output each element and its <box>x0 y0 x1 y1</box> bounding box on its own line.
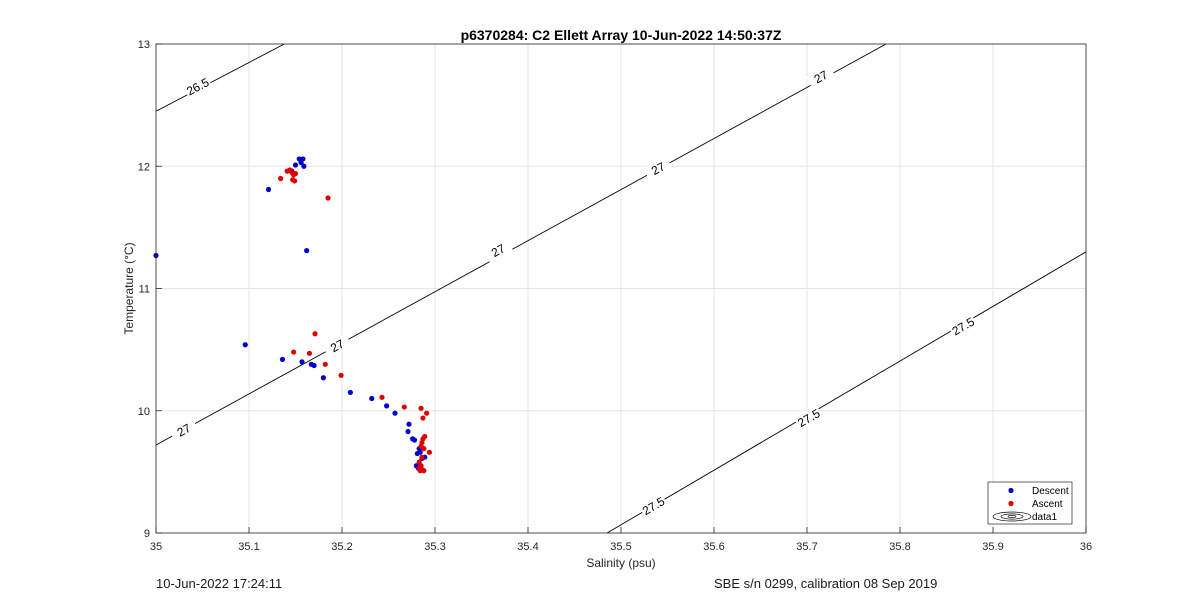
descent-point <box>392 410 398 416</box>
descent-point <box>347 389 353 396</box>
x-tick-label: 35.5 <box>610 541 631 553</box>
descent-point <box>242 342 248 348</box>
ascent-point <box>419 454 425 460</box>
x-tick-label: 35.8 <box>889 541 910 553</box>
x-tick-label: 35 <box>150 541 162 553</box>
y-axis: 9 10 11 12 13 <box>138 39 162 540</box>
x-axis-label: Salinity (psu) <box>586 556 655 570</box>
contour-label: 27 <box>175 421 194 440</box>
ascent-point <box>312 331 318 337</box>
x-tick-label: 35.4 <box>517 541 538 553</box>
legend-descent-label: Descent <box>1032 486 1069 497</box>
contour-label-bg <box>483 238 514 263</box>
y-tick-label: 9 <box>144 528 150 540</box>
descent-point <box>320 375 326 381</box>
descent-point <box>301 163 307 169</box>
descent-point <box>411 437 418 443</box>
x-tick-label: 35.2 <box>331 541 352 553</box>
ascent-point <box>426 449 433 455</box>
legend-ascent-marker <box>1008 500 1014 507</box>
x-tick-label: 35.9 <box>982 541 1003 553</box>
descent-point <box>265 186 272 193</box>
ascent-point <box>421 446 427 452</box>
descent-point <box>304 248 310 254</box>
contour-legend-icon <box>992 511 1032 522</box>
y-tick-label: 10 <box>138 406 150 418</box>
ascent-point <box>401 404 407 410</box>
descent-point <box>369 395 375 402</box>
contour-label-bg <box>169 417 199 443</box>
ascent-point <box>424 410 430 416</box>
ascent-point <box>418 405 424 411</box>
ascent-point <box>338 372 344 378</box>
contour-label: 27 <box>649 159 668 178</box>
descent-point <box>299 359 305 365</box>
y-axis-label: Temperature (°C) <box>122 242 136 334</box>
data-points <box>153 156 433 474</box>
x-tick-label: 35.3 <box>424 541 445 553</box>
legend: Descent Ascent data1 <box>987 481 1073 525</box>
legend-descent-marker <box>1008 487 1014 494</box>
y-tick-label: 12 <box>138 161 150 173</box>
ascent-point <box>278 175 284 182</box>
x-axis: 35 35.1 35.2 35.3 35.4 35.5 35.6 35.7 35.8 35.9 36 <box>150 527 1092 553</box>
descent-point <box>292 162 299 168</box>
contour-label: 27 <box>812 68 831 87</box>
legend-ascent-label: Ascent <box>1032 499 1063 510</box>
contour-label-bg <box>322 333 353 359</box>
y-tick-label: 13 <box>138 39 150 51</box>
contour-label-bg <box>638 493 669 519</box>
descent-point <box>279 356 286 363</box>
contour-line-27 <box>155 43 887 446</box>
timestamp-footer: 10-Jun-2022 17:24:11 <box>156 576 283 591</box>
contour-label: 27 <box>489 241 508 260</box>
x-tick-label: 35.7 <box>796 541 817 553</box>
contour-label-bg <box>643 156 673 182</box>
ascent-point <box>292 170 299 177</box>
descent-point <box>384 403 390 409</box>
contour-line-27-5 <box>606 251 1087 534</box>
contour-label-bg <box>948 313 978 340</box>
ascent-point <box>417 468 423 474</box>
x-tick-label: 36 <box>1080 541 1092 553</box>
x-tick-label: 35.1 <box>238 541 259 553</box>
ascent-point <box>306 350 313 356</box>
contour-label-bg <box>806 64 836 90</box>
contour-label-bg <box>183 74 213 100</box>
ascent-point <box>291 349 297 355</box>
chart-title: p6370284: C2 Ellett Array 10-Jun-2022 14… <box>461 27 782 43</box>
contour-line-26-5 <box>155 43 285 112</box>
ascent-point <box>420 415 426 421</box>
grid-lines <box>155 43 1087 534</box>
y-tick-label: 11 <box>139 284 150 296</box>
descent-point <box>311 362 317 369</box>
descent-point <box>298 159 304 166</box>
ascent-point <box>325 195 331 201</box>
legend-box <box>987 481 1073 525</box>
x-tick-label: 35.6 <box>703 541 724 553</box>
ascent-point <box>379 394 385 400</box>
contour-label: 27 <box>328 336 347 355</box>
calibration-footer: SBE s/n 0299, calibration 08 Sep 2019 <box>714 576 938 591</box>
ascent-point <box>322 361 328 367</box>
ascent-point <box>291 178 298 184</box>
descent-point <box>414 450 420 457</box>
contour-label-bg <box>794 405 824 431</box>
legend-data1-label: data1 <box>1032 512 1057 523</box>
descent-point <box>405 428 411 435</box>
ascent-point <box>421 468 427 474</box>
descent-point <box>406 421 412 427</box>
